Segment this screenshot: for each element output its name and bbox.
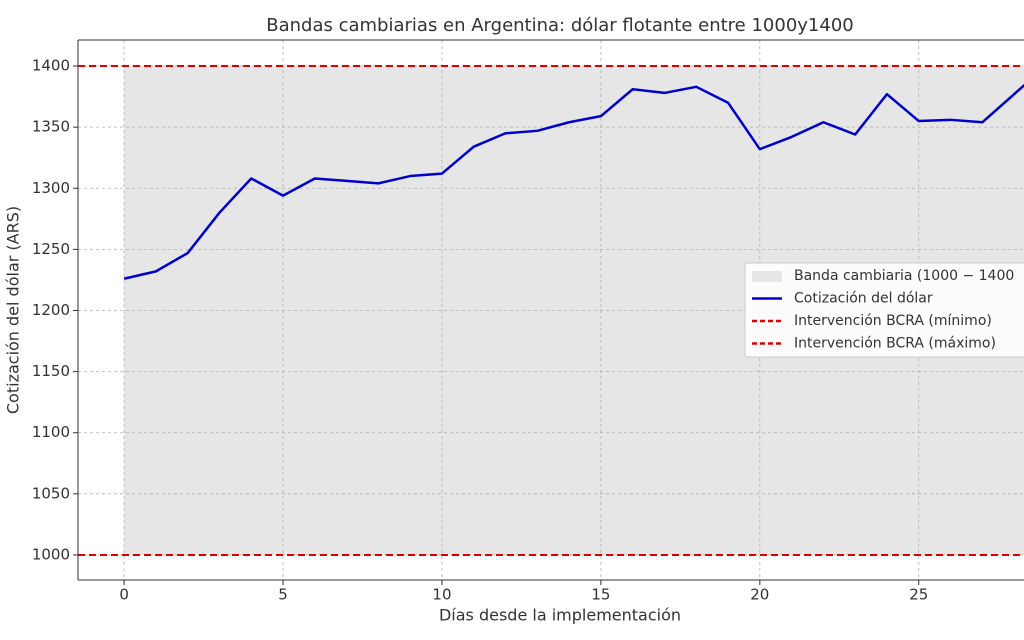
legend-swatch — [752, 271, 782, 282]
x-tick-label: 15 — [591, 586, 610, 604]
y-axis-label: Cotización del dólar (ARS) — [4, 206, 23, 414]
y-tick-label: 1300 — [32, 179, 70, 197]
y-tick-label: 1350 — [32, 118, 70, 136]
y-tick-label: 1100 — [32, 423, 70, 441]
y-tick-label: 1050 — [32, 484, 70, 502]
legend-label: Intervención BCRA (mínimo) — [794, 313, 992, 329]
y-tick-label: 1000 — [32, 545, 70, 563]
x-tick-label: 10 — [432, 586, 451, 604]
legend-label: Cotización del dólar — [794, 291, 933, 307]
legend-label: Intervención BCRA (máximo) — [794, 336, 996, 352]
price-line — [123, 83, 1024, 280]
x-tick-label: 20 — [750, 586, 769, 604]
x-tick-label: 0 — [119, 586, 129, 604]
legend-label: Banda cambiaria (1000 − 1400 — [794, 268, 1014, 284]
chart-title: Bandas cambiarias en Argentina: dólar fl… — [266, 15, 854, 36]
y-tick-label: 1200 — [32, 301, 70, 319]
y-tick-label: 1400 — [32, 57, 70, 75]
legend-box — [744, 262, 1024, 358]
x-tick-label: 25 — [909, 586, 928, 604]
y-tick-label: 1150 — [32, 362, 70, 380]
x-tick-label: 5 — [278, 586, 288, 604]
x-axis-label: Días desde la implementación — [439, 606, 681, 625]
legend: Banda cambiaria (1000 − 1400 Cotización d… — [744, 262, 1024, 358]
y-tick-label: 1250 — [32, 240, 70, 258]
